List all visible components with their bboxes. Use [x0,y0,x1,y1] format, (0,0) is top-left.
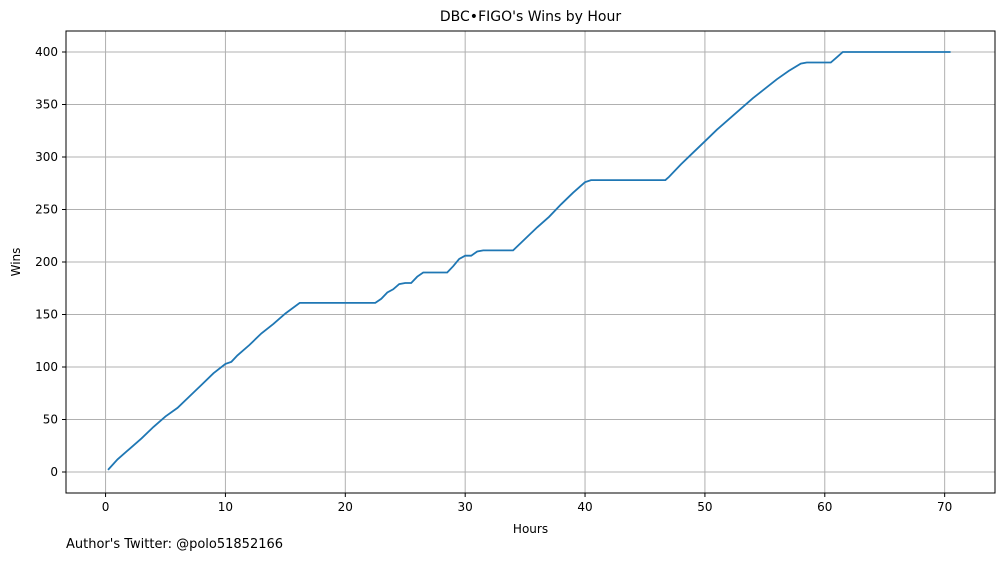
chart-title: DBC•FIGO's Wins by Hour [440,9,621,25]
x-tick-label: 0 [102,500,110,514]
x-tick-label: 20 [338,500,353,514]
x-axis: 0 10 20 30 40 50 60 70 [102,493,952,514]
x-axis-title: Hours [513,522,548,536]
grid [66,31,995,493]
y-axis-title: Wins [9,248,23,277]
x-tick-label: 10 [218,500,233,514]
y-tick-label: 150 [35,308,58,322]
x-tick-label: 40 [577,500,592,514]
x-tick-label: 60 [817,500,832,514]
y-tick-label: 350 [35,98,58,112]
y-tick-label: 300 [35,150,58,164]
x-tick-label: 30 [458,500,473,514]
x-tick-label: 70 [937,500,952,514]
author-caption: Author's Twitter: @polo51852166 [66,537,284,552]
series-line [107,51,951,471]
y-tick-label: 50 [43,413,58,427]
y-axis: 0 50 100 150 200 250 300 350 400 [35,45,66,479]
y-tick-label: 200 [35,255,58,269]
y-tick-label: 0 [50,465,58,479]
x-tick-label: 50 [697,500,712,514]
y-tick-label: 250 [35,203,58,217]
y-tick-label: 400 [35,45,58,59]
y-tick-label: 100 [35,360,58,374]
